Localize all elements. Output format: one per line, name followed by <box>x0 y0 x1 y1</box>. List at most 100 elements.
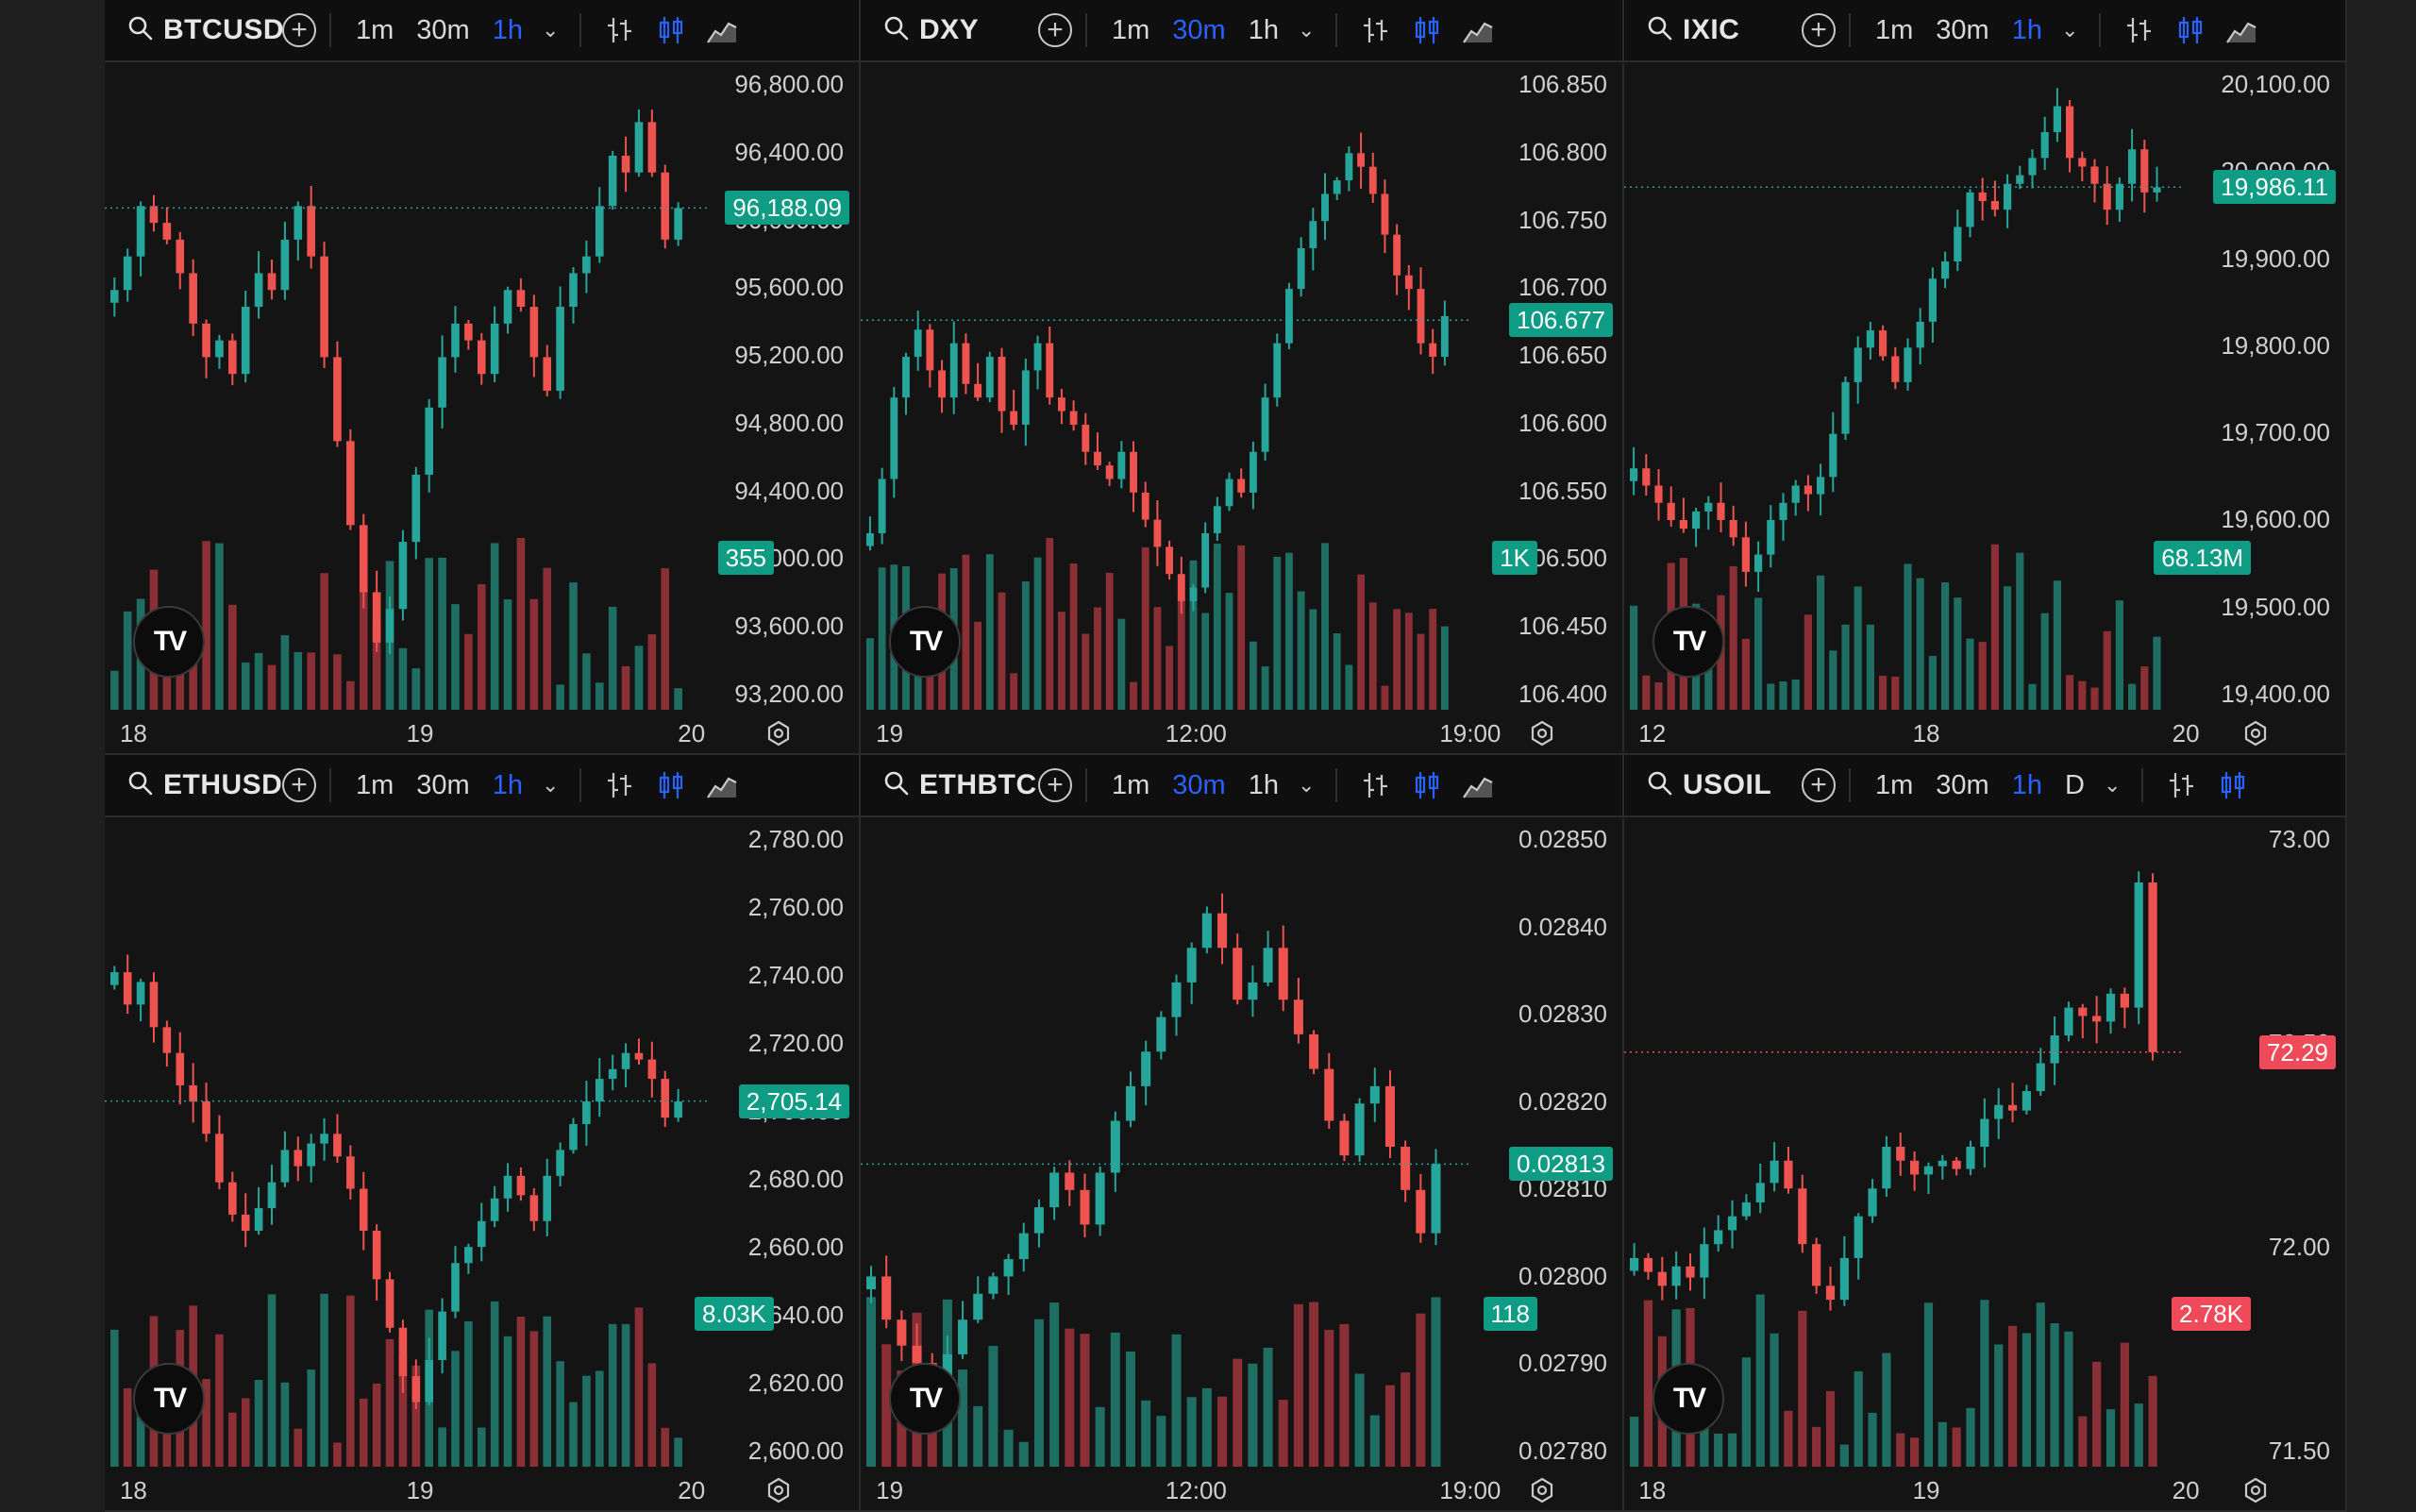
chart-panel-ethbtc[interactable]: ETHBTC +1m 30m 1h ⌄ 0.02850 0.02840 0.02830 0.02… <box>861 755 1624 1512</box>
volume-bar <box>1339 1323 1350 1467</box>
chart-panel-btcusd[interactable]: BTCUSD+1m 30m 1h ⌄ 96,800.0096,400.0096,000.… <box>105 0 861 755</box>
price-chart[interactable]: 96,800.0096,400.0096,000.0095,600.0095,2… <box>105 62 859 753</box>
interval-button-1h[interactable]: 1h <box>2011 14 2042 45</box>
bar-chart-icon[interactable] <box>2166 769 2198 801</box>
bar-chart-icon[interactable] <box>1360 769 1392 801</box>
area-chart-icon[interactable] <box>706 769 738 801</box>
tradingview-logo[interactable]: TV <box>889 1363 961 1435</box>
candlestick-icon[interactable] <box>1411 14 1443 46</box>
chevron-down-icon[interactable]: ⌄ <box>1297 18 1316 42</box>
interval-button-1m[interactable]: 1m <box>1875 769 1914 800</box>
area-chart-icon[interactable] <box>706 14 738 46</box>
candle-body <box>1381 193 1389 235</box>
price-chart[interactable]: 20,100.0020,000.0019,900.0019,800.0019,7… <box>1624 62 2345 753</box>
interval-button-30m[interactable]: 30m <box>1936 769 1989 800</box>
chart-canvas[interactable] <box>1624 62 2345 753</box>
tradingview-logo[interactable]: TV <box>1653 606 1724 678</box>
tradingview-logo[interactable]: TV <box>133 606 205 678</box>
chart-panel-dxy[interactable]: DXY +1m 30m 1h ⌄ 106.850 106.800 106.750 106.700… <box>861 0 1624 755</box>
symbol-search-button[interactable]: ETHBTC <box>883 769 1036 801</box>
symbol-search-button[interactable]: DXY <box>883 14 1034 46</box>
interval-button-D[interactable]: D <box>2064 769 2085 800</box>
chart-panel-ethusd[interactable]: ETHUSD +1m 30m 1h ⌄ 2,780.00 2,760.00 2,740.00 2… <box>105 755 861 1512</box>
candlestick-icon[interactable] <box>655 14 687 46</box>
volume-bar <box>2128 683 2137 710</box>
symbol-search-button[interactable]: USOIL <box>1647 769 1798 801</box>
settings-gear-icon[interactable] <box>2241 719 2270 748</box>
price-chart[interactable]: 2,780.002,760.002,740.002,720.002,700.00… <box>105 817 859 1510</box>
bar-chart-icon[interactable] <box>604 14 636 46</box>
bar-chart-icon[interactable] <box>2123 14 2156 46</box>
interval-button-30m[interactable]: 30m <box>1172 769 1226 800</box>
candlestick-icon[interactable] <box>2174 14 2206 46</box>
candle-body <box>385 1279 394 1328</box>
chevron-down-icon[interactable]: ⌄ <box>541 773 560 797</box>
price-chart[interactable]: 106.850 106.800 106.750 106.700 106.650 106.6… <box>861 62 1622 753</box>
volume-bar <box>543 567 552 710</box>
compare-add-button[interactable]: + <box>282 768 316 802</box>
candle-body <box>477 340 486 375</box>
candlestick-icon[interactable] <box>655 769 687 801</box>
area-chart-icon[interactable] <box>1462 769 1494 801</box>
chart-canvas[interactable] <box>105 817 859 1510</box>
settings-gear-icon[interactable] <box>1528 1476 1556 1504</box>
price-chart[interactable]: 0.02850 0.02840 0.02830 0.02820 0.02810 0.028… <box>861 817 1622 1510</box>
chevron-down-icon[interactable]: ⌄ <box>1297 773 1316 797</box>
volume-bar <box>1237 545 1246 710</box>
tradingview-logo[interactable]: TV <box>133 1363 205 1435</box>
compare-add-button[interactable]: + <box>1038 13 1072 47</box>
volume-bar <box>516 537 526 710</box>
compare-add-button[interactable]: + <box>282 13 316 47</box>
symbol-search-button[interactable]: IXIC <box>1647 14 1798 46</box>
interval-button-30m[interactable]: 30m <box>1936 14 1989 45</box>
interval-button-1h[interactable]: 1h <box>2011 769 2042 800</box>
interval-button-1m[interactable]: 1m <box>356 14 394 45</box>
volume-bar <box>1141 546 1149 710</box>
bar-chart-icon[interactable] <box>1360 14 1392 46</box>
compare-add-button[interactable]: + <box>1802 768 1836 802</box>
candle-body <box>280 1150 290 1183</box>
settings-gear-icon[interactable] <box>764 719 793 748</box>
candle-body <box>1817 477 1825 495</box>
symbol-search-button[interactable]: BTCUSD <box>127 14 284 46</box>
area-chart-icon[interactable] <box>1462 14 1494 46</box>
tradingview-logo[interactable]: TV <box>889 606 961 678</box>
interval-button-1m[interactable]: 1m <box>1112 769 1150 800</box>
chart-canvas[interactable] <box>861 817 1622 1510</box>
settings-gear-icon[interactable] <box>764 1476 793 1504</box>
chart-canvas[interactable] <box>861 62 1622 753</box>
volume-bar <box>1817 575 1825 710</box>
interval-button-1m[interactable]: 1m <box>1112 14 1150 45</box>
chart-canvas[interactable] <box>105 62 859 753</box>
interval-button-1h[interactable]: 1h <box>1248 14 1279 45</box>
interval-button-1m[interactable]: 1m <box>1875 14 1914 45</box>
candlestick-icon[interactable] <box>1411 769 1443 801</box>
chart-panel-ixic[interactable]: IXIC+1m 30m 1h ⌄ 20,100.0020,000.0019,900.00… <box>1624 0 2347 755</box>
chevron-down-icon[interactable]: ⌄ <box>541 18 560 42</box>
candle-body <box>1309 1033 1319 1069</box>
interval-button-30m[interactable]: 30m <box>1172 14 1226 45</box>
interval-button-30m[interactable]: 30m <box>416 14 470 45</box>
interval-button-1m[interactable]: 1m <box>356 769 394 800</box>
chart-toolbar: IXIC +1m 30m 1h ⌄ <box>1624 0 2345 62</box>
chevron-down-icon[interactable]: ⌄ <box>2060 18 2079 42</box>
symbol-search-button[interactable]: ETHUSD <box>127 769 282 801</box>
chart-panel-usoil[interactable]: USOIL+1m 30m 1h D ⌄ 73.0072.5072.0071.5072.29… <box>1624 755 2347 1512</box>
settings-gear-icon[interactable] <box>1528 719 1556 748</box>
candlestick-icon[interactable] <box>2217 769 2249 801</box>
settings-gear-icon[interactable] <box>2241 1476 2270 1504</box>
interval-button-1h[interactable]: 1h <box>492 14 523 45</box>
interval-button-1h[interactable]: 1h <box>1248 769 1279 800</box>
candle-body <box>1779 502 1787 521</box>
compare-add-button[interactable]: + <box>1038 768 1072 802</box>
interval-button-1h[interactable]: 1h <box>492 769 523 800</box>
candle-body <box>1021 370 1030 425</box>
bar-chart-icon[interactable] <box>604 769 636 801</box>
tradingview-logo[interactable]: TV <box>1653 1363 1724 1435</box>
area-chart-icon[interactable] <box>2225 14 2257 46</box>
compare-add-button[interactable]: + <box>1802 13 1836 47</box>
chevron-down-icon[interactable]: ⌄ <box>2103 773 2122 797</box>
interval-button-30m[interactable]: 30m <box>416 769 470 800</box>
chart-canvas[interactable] <box>1624 817 2345 1510</box>
